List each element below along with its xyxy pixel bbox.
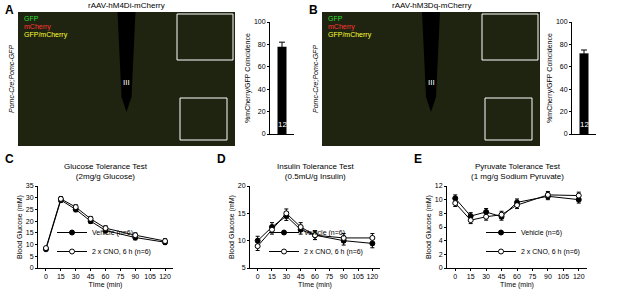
svg-text:Insulin Tolerance Test(0.5mU/g: Insulin Tolerance Test(0.5mU/g Insulin)	[277, 162, 354, 181]
svg-text:D: D	[217, 152, 226, 166]
svg-text:100: 100	[556, 18, 568, 25]
svg-text:0: 0	[44, 273, 48, 280]
svg-text:100: 100	[254, 18, 266, 25]
svg-text:45: 45	[297, 273, 305, 280]
svg-text:2 x CNO, 6 h (n=6): 2 x CNO, 6 h (n=6)	[92, 248, 151, 256]
svg-text:30: 30	[72, 273, 80, 280]
svg-text:20: 20	[26, 218, 34, 225]
svg-text:III: III	[123, 78, 130, 87]
svg-text:Glucose Tolerance Test(2mg/g G: Glucose Tolerance Test(2mg/g Glucose)	[64, 162, 148, 181]
svg-text:120: 120	[159, 273, 171, 280]
svg-text:5: 5	[242, 264, 246, 271]
svg-text:Pomc-Cre;Pomc-GFP: Pomc-Cre;Pomc-GFP	[312, 45, 319, 113]
svg-text:6: 6	[439, 223, 443, 230]
svg-text:10: 10	[26, 241, 34, 248]
svg-text:20: 20	[560, 108, 568, 115]
svg-text:TIme (min): TIme (min)	[89, 281, 123, 289]
svg-text:12: 12	[278, 120, 287, 129]
svg-text:E: E	[414, 152, 422, 166]
svg-text:105: 105	[144, 273, 156, 280]
svg-text:0: 0	[262, 130, 266, 137]
svg-text:B: B	[309, 3, 318, 17]
svg-text:105: 105	[557, 273, 569, 280]
svg-text:15: 15	[238, 210, 246, 217]
svg-text:Pomc-Cre;Pomc-GFP: Pomc-Cre;Pomc-GFP	[8, 45, 15, 113]
svg-text:105: 105	[352, 273, 364, 280]
svg-text:15: 15	[26, 229, 34, 236]
svg-text:2 x CNO, 6 h (n=6): 2 x CNO, 6 h (n=6)	[521, 248, 580, 256]
svg-text:45: 45	[498, 273, 506, 280]
svg-text:Vehicle (n=6): Vehicle (n=6)	[304, 229, 345, 237]
svg-text:25: 25	[26, 206, 34, 213]
svg-text:5: 5	[30, 253, 34, 260]
svg-text:15: 15	[268, 273, 276, 280]
svg-text:12: 12	[580, 120, 589, 129]
svg-text:45: 45	[87, 273, 95, 280]
svg-text:60: 60	[513, 273, 521, 280]
svg-text:90: 90	[340, 273, 348, 280]
svg-text:30: 30	[482, 273, 490, 280]
svg-text:20: 20	[238, 182, 246, 189]
svg-text:120: 120	[573, 273, 585, 280]
svg-text:2: 2	[439, 251, 443, 258]
svg-text:30: 30	[26, 194, 34, 201]
svg-text:GFP: GFP	[24, 15, 39, 22]
svg-text:10: 10	[435, 196, 443, 203]
svg-text:40: 40	[258, 86, 266, 93]
svg-text:%mCherry/GFP Coincidence: %mCherry/GFP Coincidence	[244, 33, 252, 123]
svg-text:60: 60	[311, 273, 319, 280]
svg-text:GFP: GFP	[328, 15, 343, 22]
svg-text:Blood Glucose (mM): Blood Glucose (mM)	[425, 195, 433, 259]
svg-text:0: 0	[256, 273, 260, 280]
svg-text:mCherry: mCherry	[24, 23, 51, 31]
svg-text:20: 20	[258, 108, 266, 115]
svg-text:15: 15	[467, 273, 475, 280]
svg-text:40: 40	[560, 86, 568, 93]
svg-text:90: 90	[131, 273, 139, 280]
svg-text:A: A	[5, 3, 14, 17]
svg-text:75: 75	[529, 273, 537, 280]
svg-text:30: 30	[282, 273, 290, 280]
svg-text:75: 75	[325, 273, 333, 280]
svg-text:Blood Glucose (mM): Blood Glucose (mM)	[16, 195, 24, 259]
svg-text:2 x CNO, 6 h (n=6): 2 x CNO, 6 h (n=6)	[304, 248, 363, 256]
svg-text:TIme (min): TIme (min)	[298, 281, 332, 289]
svg-text:75: 75	[116, 273, 124, 280]
svg-text:Blood Glucose (mM): Blood Glucose (mM)	[228, 195, 236, 259]
svg-text:60: 60	[258, 63, 266, 70]
svg-text:Vehicle (n=6): Vehicle (n=6)	[92, 229, 133, 237]
svg-text:4: 4	[439, 237, 443, 244]
svg-text:60: 60	[102, 273, 110, 280]
svg-text:80: 80	[560, 41, 568, 48]
svg-text:Vehicle (n=6): Vehicle (n=6)	[521, 229, 562, 237]
svg-text:60: 60	[560, 63, 568, 70]
svg-text:12: 12	[435, 182, 443, 189]
svg-text:III: III	[428, 78, 435, 87]
svg-text:120: 120	[367, 273, 379, 280]
svg-text:10: 10	[238, 237, 246, 244]
svg-text:90: 90	[544, 273, 552, 280]
svg-text:8: 8	[439, 210, 443, 217]
svg-text:%mCherry/GFP Coincidence: %mCherry/GFP Coincidence	[546, 33, 554, 123]
svg-text:15: 15	[57, 273, 65, 280]
svg-text:TIme (min): TIme (min)	[500, 281, 534, 289]
svg-text:rAAV-hM3Dq-mCherry: rAAV-hM3Dq-mCherry	[392, 1, 471, 10]
svg-text:GFP/mCherry: GFP/mCherry	[24, 31, 68, 39]
svg-text:0: 0	[439, 264, 443, 271]
svg-text:0: 0	[564, 130, 568, 137]
svg-text:Pyruvate Tolerance Test(1 mg/g: Pyruvate Tolerance Test(1 mg/g Sodium Py…	[471, 162, 564, 181]
svg-text:GFP/mCherry: GFP/mCherry	[328, 31, 372, 39]
svg-text:rAAV-hM4Di-mCherry: rAAV-hM4Di-mCherry	[88, 1, 165, 10]
svg-text:80: 80	[258, 41, 266, 48]
svg-text:C: C	[5, 152, 14, 166]
svg-text:35: 35	[26, 182, 34, 189]
svg-text:0: 0	[453, 273, 457, 280]
svg-text:0: 0	[30, 264, 34, 271]
svg-text:mCherry: mCherry	[328, 23, 355, 31]
